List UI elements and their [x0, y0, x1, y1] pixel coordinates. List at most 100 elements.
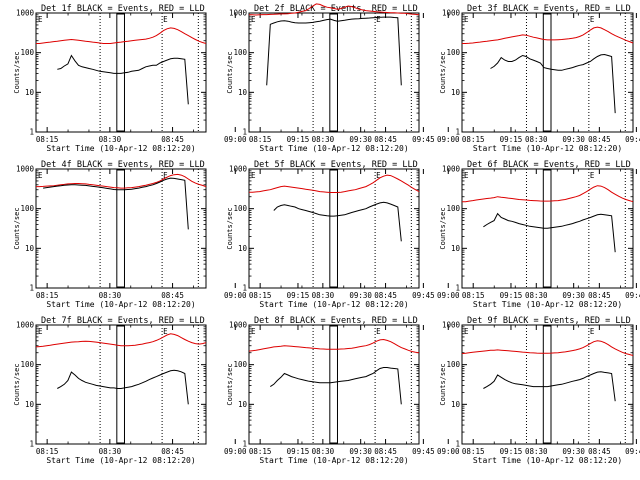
y-tick-label: 1000	[16, 165, 35, 174]
x-tick-label: 08:15	[36, 291, 59, 300]
marker-label-left: E	[464, 171, 469, 180]
lld-series-line	[248, 338, 420, 354]
plot-frame	[35, 324, 207, 445]
x-tick-label: 08:30	[99, 291, 122, 300]
y-tick-label: 100	[20, 204, 34, 213]
x-tick-label: 08:45	[588, 135, 611, 144]
y-tick-label: 100	[233, 48, 247, 57]
y-tick-label: 1000	[16, 321, 35, 330]
x-tick-label: 09:30	[349, 291, 372, 300]
y-axis-label: Counts/sec	[226, 51, 234, 93]
plot-frame	[461, 168, 634, 289]
x-tick-label: 08:30	[312, 135, 335, 144]
y-tick-label: 1000	[16, 9, 35, 18]
y-tick-label: 10	[451, 88, 461, 97]
y-tick-label: 1	[455, 284, 460, 293]
y-axis-label: Counts/sec	[13, 363, 21, 405]
marker-label-right: E	[163, 15, 168, 24]
y-axis-label: Counts/sec	[226, 363, 234, 405]
x-axis-label: Start Time (10-Apr-12 08:12:20)	[473, 456, 622, 465]
y-tick-label: 10	[451, 244, 461, 253]
marker-label-right: E	[590, 327, 595, 336]
y-axis-label: Counts/sec	[439, 363, 447, 405]
x-tick-label: 09:30	[562, 291, 585, 300]
y-tick-label: 1000	[442, 9, 461, 18]
x-tick-label: 09:45	[412, 291, 435, 300]
x-tick-label: 08:30	[312, 291, 335, 300]
x-tick-label: 09:00	[437, 291, 460, 300]
x-tick-label: 08:15	[249, 291, 272, 300]
x-tick-label: 08:15	[462, 135, 485, 144]
x-axis-label: Start Time (10-Apr-12 08:12:20)	[473, 144, 622, 153]
y-tick-label: 1000	[442, 165, 461, 174]
marker-label-right: E	[590, 171, 595, 180]
x-tick-label: 08:45	[588, 291, 611, 300]
detector-panel-4: Det 4f BLACK = Events, RED = LLD11010010…	[13, 160, 435, 309]
detector-panel-7: Det 7f BLACK = Events, RED = LLD11010010…	[13, 316, 435, 465]
marker-label-right: E	[163, 327, 168, 336]
y-axis-label: Counts/sec	[439, 207, 447, 249]
marker-label-left: E	[38, 15, 43, 24]
events-series-line	[43, 177, 189, 230]
marker-label-left: E	[464, 15, 469, 24]
x-tick-label: 08:15	[249, 447, 272, 456]
x-tick-label: 08:15	[462, 291, 485, 300]
lld-series-line	[36, 173, 207, 189]
marker-label-left: E	[464, 327, 469, 336]
y-axis-label: Counts/sec	[13, 51, 21, 93]
marker-label-left: E	[38, 171, 43, 180]
events-series-line	[273, 201, 402, 242]
detector-panel-8: Det 8f BLACK = Events, RED = LLD11010010…	[226, 316, 640, 465]
x-tick-label: 08:15	[462, 447, 485, 456]
x-tick-label: 08:45	[374, 291, 397, 300]
x-axis-label: Start Time (10-Apr-12 08:12:20)	[473, 300, 622, 309]
x-tick-label: 08:30	[99, 135, 122, 144]
marker-label-right: E	[376, 171, 381, 180]
marker-label-left: E	[251, 327, 256, 336]
x-axis-label: Start Time (10-Apr-12 08:12:20)	[259, 300, 408, 309]
events-series-line	[57, 54, 189, 105]
y-tick-label: 10	[451, 400, 461, 409]
panel-title: Det 3f BLACK = Events, RED = LLD	[467, 4, 631, 14]
x-tick-label: 09:00	[224, 135, 247, 144]
detector-panel-1: Det 1f BLACK = Events, RED = LLD 1 10 100 10…	[13, 4, 435, 153]
plot-frame	[461, 324, 634, 445]
y-tick-label: 1	[242, 128, 247, 137]
marker-label-right: E	[376, 327, 381, 336]
y-tick-label: 100	[446, 48, 460, 57]
x-tick-label: 08:15	[249, 135, 272, 144]
events-series-line	[270, 367, 402, 405]
x-tick-label: 09:45	[625, 447, 640, 456]
x-tick-label: 09:30	[349, 447, 372, 456]
x-tick-label: 09:00	[224, 447, 247, 456]
events-series-line	[490, 53, 616, 114]
x-tick-label: 09:45	[412, 135, 435, 144]
x-axis-label: Start Time (10-Apr-12 08:12:20)	[46, 300, 195, 309]
y-axis-label: Counts/sec	[226, 207, 234, 249]
x-tick-label: 09:45	[412, 447, 435, 456]
y-tick-label: 100	[446, 204, 460, 213]
y-tick-label: 10	[238, 88, 248, 97]
plot-frame	[35, 12, 207, 133]
y-tick-label: 10	[25, 400, 35, 409]
x-tick-label: 09:15	[500, 447, 523, 456]
plot-frame	[461, 12, 634, 133]
x-tick-label: 09:30	[562, 447, 585, 456]
x-tick-label: 09:15	[500, 291, 523, 300]
y-tick-label: 1000	[442, 321, 461, 330]
x-tick-label: 09:00	[437, 447, 460, 456]
x-tick-label: 08:45	[161, 291, 184, 300]
detector-panel-9: Det 9f BLACK = Events, RED = LLD 1 10 100 10…	[439, 316, 634, 465]
x-tick-label: 09:00	[224, 291, 247, 300]
y-tick-label: 10	[238, 400, 248, 409]
lld-series-line	[35, 333, 207, 348]
plot-frame	[248, 324, 420, 445]
x-tick-label: 08:45	[374, 447, 397, 456]
panel-title: Det 1f BLACK = Events, RED = LLD	[41, 4, 205, 14]
x-tick-label: 09:15	[287, 291, 310, 300]
y-tick-label: 10	[238, 244, 248, 253]
lld-series-line	[462, 185, 634, 203]
plot-frame	[35, 168, 207, 289]
y-axis-label: Counts/sec	[439, 51, 447, 93]
